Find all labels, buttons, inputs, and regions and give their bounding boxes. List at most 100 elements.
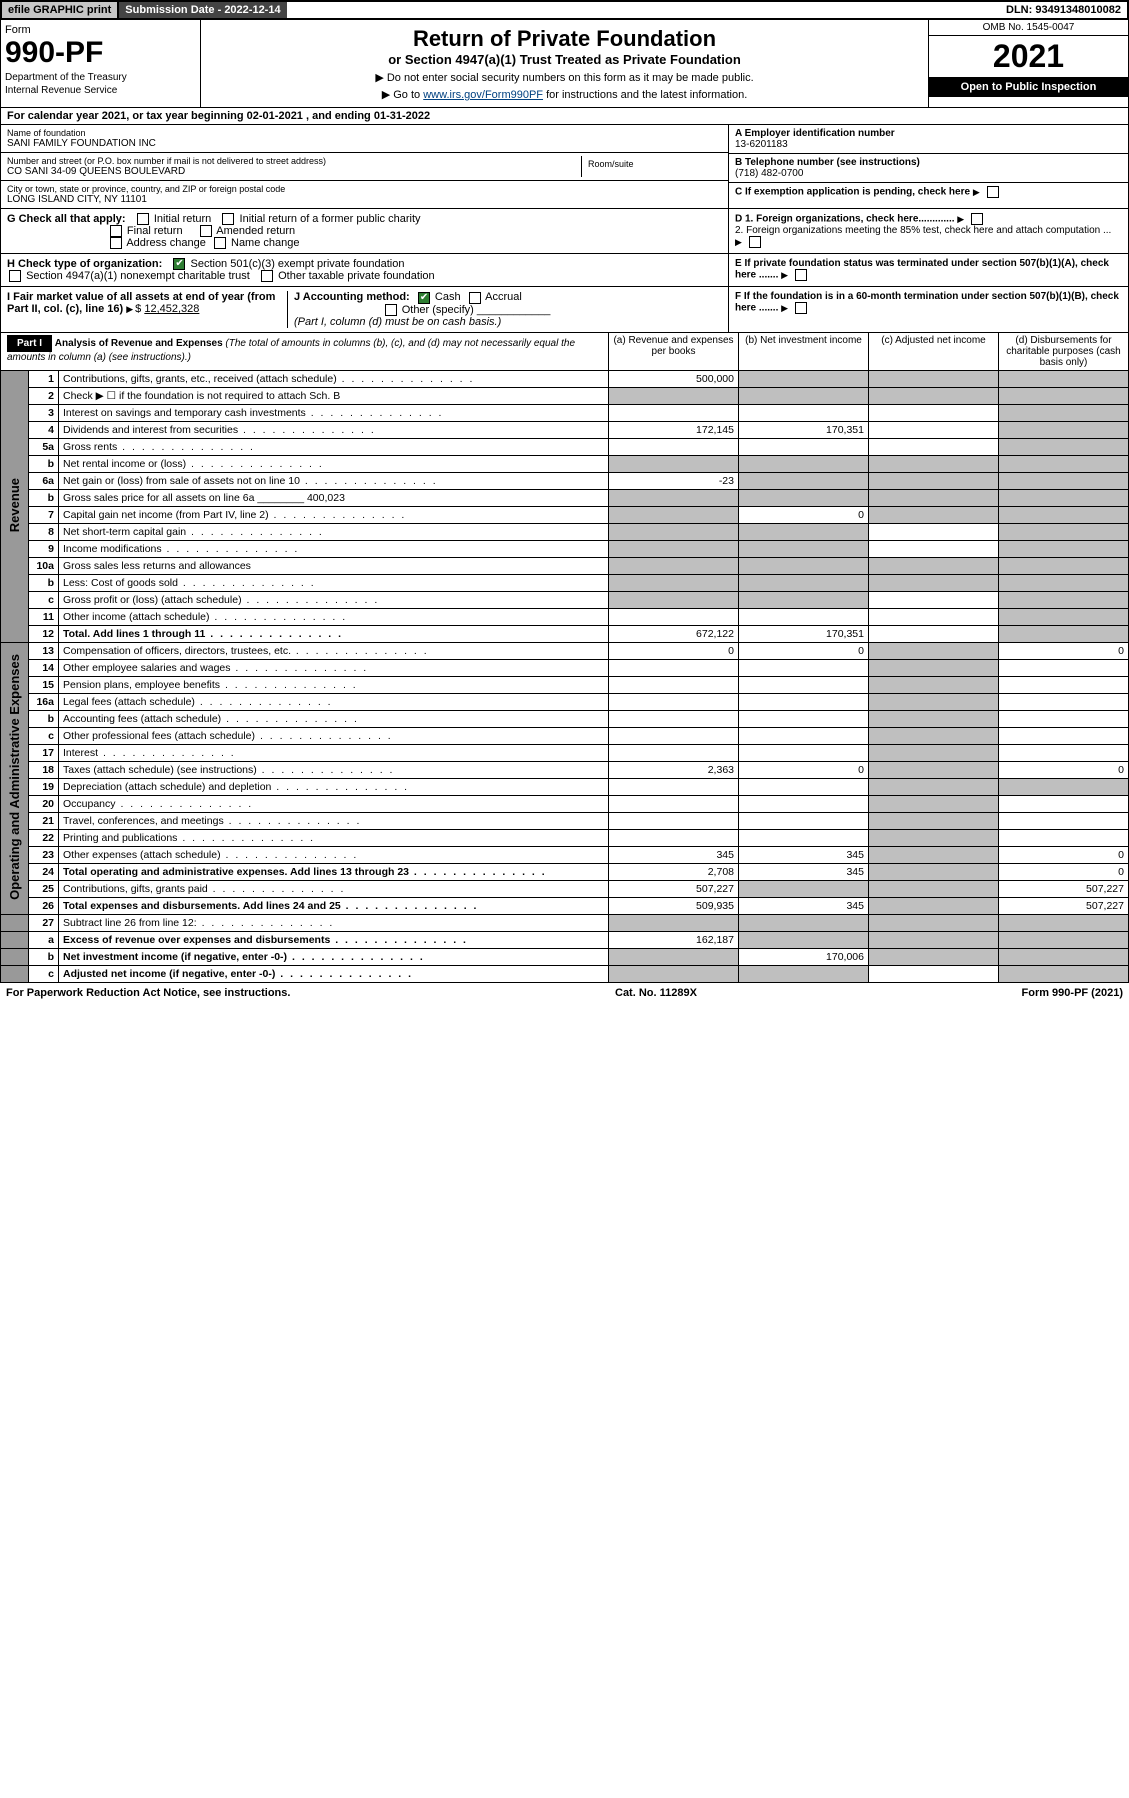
line-num: 15 xyxy=(29,676,59,693)
line-desc: Interest on savings and temporary cash i… xyxy=(59,404,609,421)
tax-year: 2021 xyxy=(929,36,1128,77)
col-a: 0 xyxy=(609,642,739,659)
col-a-head: (a) Revenue and expenses per books xyxy=(608,333,738,370)
line-desc: Net short-term capital gain xyxy=(59,523,609,540)
col-b xyxy=(739,608,869,625)
col-d xyxy=(999,387,1129,404)
cb-addr-change[interactable] xyxy=(110,237,122,249)
lbl-501c3: Section 501(c)(3) exempt private foundat… xyxy=(190,258,404,270)
topbar: efile GRAPHIC print Submission Date - 20… xyxy=(0,0,1129,20)
col-c xyxy=(869,727,999,744)
cb-f[interactable] xyxy=(795,302,807,314)
col-d xyxy=(999,659,1129,676)
col-a: 2,708 xyxy=(609,863,739,880)
col-d: 507,227 xyxy=(999,880,1129,897)
cb-initial-former[interactable] xyxy=(222,213,234,225)
cb-501c3[interactable] xyxy=(173,258,185,270)
form-number: 990-PF xyxy=(5,36,196,70)
col-b xyxy=(739,778,869,795)
col-d xyxy=(999,574,1129,591)
lbl-accrual: Accrual xyxy=(485,291,522,303)
line-desc: Contributions, gifts, grants paid xyxy=(59,880,609,897)
cb-4947[interactable] xyxy=(9,270,21,282)
col-b xyxy=(739,693,869,710)
col-b xyxy=(739,727,869,744)
lbl-initial: Initial return xyxy=(154,213,211,225)
col-a: 172,145 xyxy=(609,421,739,438)
line-num: 9 xyxy=(29,540,59,557)
line-row: 15Pension plans, employee benefits xyxy=(1,676,1129,693)
col-d: 0 xyxy=(999,761,1129,778)
cb-d2[interactable] xyxy=(749,236,761,248)
line-desc: Total. Add lines 1 through 11 xyxy=(59,625,609,642)
col-b xyxy=(739,880,869,897)
cb-name-change[interactable] xyxy=(214,237,226,249)
form-subtitle: or Section 4947(a)(1) Trust Treated as P… xyxy=(207,52,922,67)
col-a xyxy=(609,506,739,523)
cb-accrual[interactable] xyxy=(469,292,481,304)
line-row: 2Check ▶ ☐ if the foundation is not requ… xyxy=(1,387,1129,404)
d1-label: D 1. Foreign organizations, check here..… xyxy=(735,214,955,225)
cb-e[interactable] xyxy=(795,269,807,281)
line-row: 14Other employee salaries and wages xyxy=(1,659,1129,676)
line-desc: Gross profit or (loss) (attach schedule) xyxy=(59,591,609,608)
col-c xyxy=(869,948,999,965)
col-b xyxy=(739,523,869,540)
line-desc: Total expenses and disbursements. Add li… xyxy=(59,897,609,914)
col-a xyxy=(609,438,739,455)
line-row: 5aGross rents xyxy=(1,438,1129,455)
col-c xyxy=(869,574,999,591)
line-desc: Accounting fees (attach schedule) xyxy=(59,710,609,727)
col-a xyxy=(609,948,739,965)
instr-post: for instructions and the latest informat… xyxy=(543,89,747,101)
col-a xyxy=(609,608,739,625)
cb-amended[interactable] xyxy=(200,225,212,237)
line-row: bLess: Cost of goods sold xyxy=(1,574,1129,591)
cb-other-tax[interactable] xyxy=(261,270,273,282)
line-row: 3Interest on savings and temporary cash … xyxy=(1,404,1129,421)
col-b: 345 xyxy=(739,863,869,880)
line-row: 12Total. Add lines 1 through 11672,12217… xyxy=(1,625,1129,642)
g-row: G Check all that apply: Initial return I… xyxy=(0,209,1129,254)
col-b xyxy=(739,812,869,829)
cb-initial[interactable] xyxy=(137,213,149,225)
col-a xyxy=(609,693,739,710)
col-a xyxy=(609,710,739,727)
line-num: 27 xyxy=(29,914,59,931)
col-c xyxy=(869,523,999,540)
f-label: F If the foundation is in a 60-month ter… xyxy=(735,291,1119,314)
line-num: c xyxy=(29,591,59,608)
col-a: 509,935 xyxy=(609,897,739,914)
irs-link[interactable]: www.irs.gov/Form990PF xyxy=(423,89,543,101)
col-a xyxy=(609,812,739,829)
line-row: aExcess of revenue over expenses and dis… xyxy=(1,931,1129,948)
footer-mid: Cat. No. 11289X xyxy=(615,987,697,999)
cb-d1[interactable] xyxy=(971,213,983,225)
col-c-head: (c) Adjusted net income xyxy=(868,333,998,370)
line-num: a xyxy=(29,931,59,948)
line-row: 19Depreciation (attach schedule) and dep… xyxy=(1,778,1129,795)
part1-header: Part I Analysis of Revenue and Expenses … xyxy=(0,333,1129,371)
lbl-4947: Section 4947(a)(1) nonexempt charitable … xyxy=(26,270,250,282)
exemption-checkbox[interactable] xyxy=(987,186,999,198)
efile-print-button[interactable]: efile GRAPHIC print xyxy=(2,2,119,18)
line-desc: Travel, conferences, and meetings xyxy=(59,812,609,829)
line-desc: Compensation of officers, directors, tru… xyxy=(59,642,609,659)
line-desc: Gross sales price for all assets on line… xyxy=(59,489,609,506)
cb-cash[interactable] xyxy=(418,292,430,304)
cb-other-method[interactable] xyxy=(385,304,397,316)
col-a xyxy=(609,523,739,540)
line-row: 22Printing and publications xyxy=(1,829,1129,846)
col-b xyxy=(739,557,869,574)
col-c xyxy=(869,421,999,438)
line-row: 9Income modifications xyxy=(1,540,1129,557)
j-label: J Accounting method: xyxy=(294,291,410,303)
line-row: cOther professional fees (attach schedul… xyxy=(1,727,1129,744)
side-blank xyxy=(1,948,29,965)
cal-pre: For calendar year 2021, or tax year begi… xyxy=(7,110,247,122)
col-d xyxy=(999,455,1129,472)
fmv-value: 12,452,328 xyxy=(144,303,199,315)
col-c xyxy=(869,404,999,421)
h-label: H Check type of organization: xyxy=(7,258,162,270)
cb-final[interactable] xyxy=(110,225,122,237)
